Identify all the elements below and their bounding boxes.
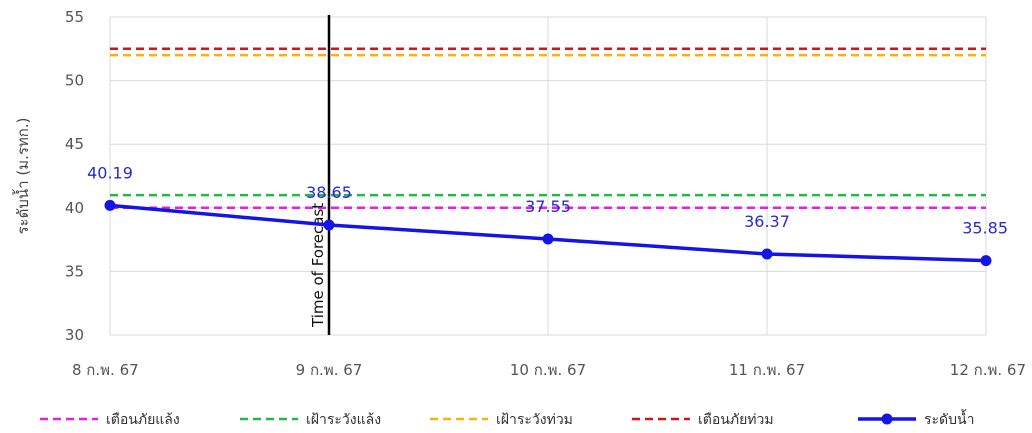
- data-point: [323, 219, 335, 231]
- x-axis-ticks: 8 ก.พ. 67 9 ก.พ. 67 10 ก.พ. 67 11 ก.พ. 67 12…: [72, 361, 1026, 379]
- data-labels: 40.19 38.65 37.55 36.37 35.85: [87, 163, 1008, 237]
- legend-item: เตือนภัยท่วม: [632, 412, 774, 428]
- legend-item: เฝ้าระวังแล้ง: [240, 412, 381, 428]
- data-point: [980, 255, 992, 267]
- data-label: 38.65: [306, 183, 352, 202]
- legend-label: เตือนภัยแล้ง: [106, 412, 180, 428]
- data-label: 37.55: [525, 197, 571, 216]
- forecast-label: Time of Forecast: [309, 203, 327, 328]
- data-label: 35.85: [962, 219, 1008, 238]
- x-tick-label: 10 ก.พ. 67: [510, 361, 586, 379]
- data-point: [542, 233, 554, 245]
- y-tick-label: 50: [65, 72, 84, 90]
- legend-marker: [881, 413, 893, 425]
- data-label: 40.19: [87, 163, 133, 182]
- y-tick-label: 35: [65, 262, 84, 280]
- data-point: [104, 199, 116, 211]
- threshold-lines: [110, 47, 986, 210]
- y-tick-label: 45: [65, 135, 84, 153]
- legend-item: เตือนภัยแล้ง: [40, 412, 180, 428]
- x-tick-label: 8 ก.พ. 67: [72, 361, 139, 379]
- x-tick-label: 12 ก.พ. 67: [950, 361, 1026, 379]
- legend-item: ระดับน้ำ: [858, 409, 974, 428]
- y-axis-ticks: 30 35 40 45 50 55: [65, 8, 84, 344]
- gridlines: [109, 16, 987, 336]
- legend-label: ระดับน้ำ: [924, 409, 974, 428]
- series-water-level: [104, 199, 992, 267]
- data-point: [761, 248, 773, 260]
- y-axis-label: ระดับน้ำ (ม.รทก.): [12, 118, 32, 235]
- legend-label: เฝ้าระวังท่วม: [496, 412, 573, 428]
- y-tick-label: 40: [65, 199, 84, 217]
- legend: เตือนภัยแล้ง เฝ้าระวังแล้ง เฝ้าระวังท่วม เต…: [40, 409, 974, 428]
- x-tick-label: 11 ก.พ. 67: [729, 361, 805, 379]
- legend-item: เฝ้าระวังท่วม: [430, 412, 573, 428]
- x-tick-label: 9 ก.พ. 67: [296, 361, 363, 379]
- data-label: 36.37: [744, 212, 790, 231]
- forecast-marker: Time of Forecast: [309, 15, 331, 335]
- y-tick-label: 30: [65, 326, 84, 344]
- y-tick-label: 55: [65, 8, 84, 26]
- legend-label: เตือนภัยท่วม: [698, 412, 774, 428]
- legend-label: เฝ้าระวังแล้ง: [306, 412, 381, 428]
